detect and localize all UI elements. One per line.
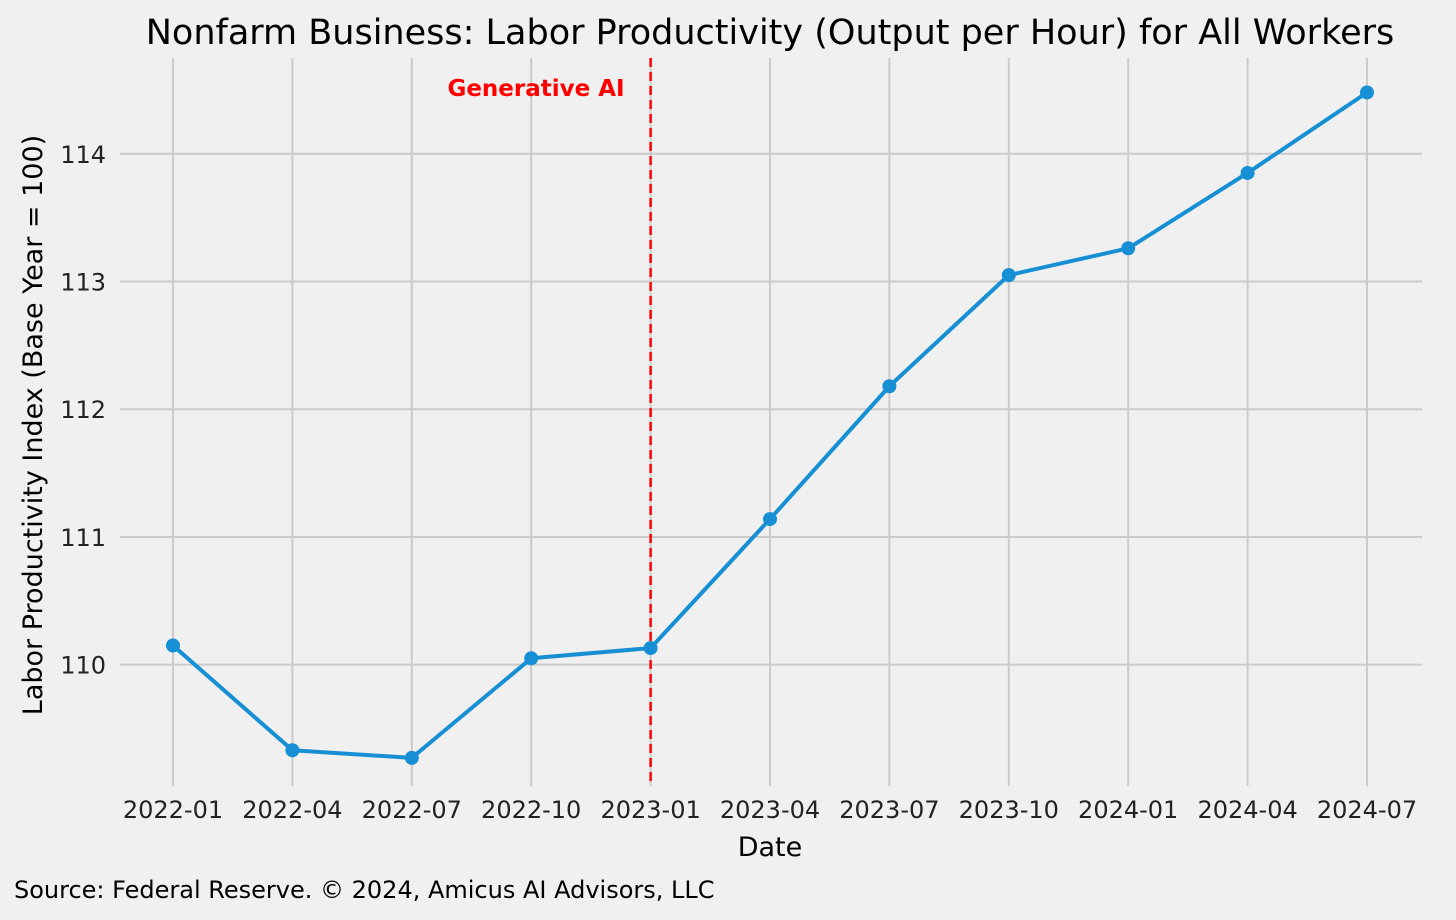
x-tick-label: 2022-10 (481, 796, 581, 824)
y-tick-label: 110 (60, 652, 106, 680)
data-point (285, 743, 300, 758)
data-point (763, 512, 777, 527)
y-tick-labels: 110 111 112 113 114 (60, 141, 106, 680)
data-point (166, 638, 180, 653)
x-tick-label: 2022-04 (242, 796, 342, 824)
x-tick-label: 2024-07 (1317, 796, 1417, 824)
data-point (1001, 268, 1016, 283)
chart-title: Nonfarm Business: Labor Productivity (Ou… (146, 13, 1395, 53)
x-axis-label: Date (738, 832, 803, 863)
x-tick-label: 2022-07 (362, 796, 462, 824)
y-tick-label: 114 (60, 141, 106, 169)
data-point (1121, 241, 1136, 256)
data-point (524, 651, 539, 666)
x-tick-label: 2023-10 (959, 796, 1059, 824)
y-tick-label: 113 (60, 269, 106, 297)
x-tick-labels: 2022-01 2022-04 2022-07 2022-10 2023-01 2023-… (123, 796, 1417, 824)
x-tick-label: 2022-01 (123, 796, 223, 824)
y-tick-label: 111 (60, 524, 106, 552)
y-tick-label: 112 (60, 396, 106, 424)
data-point (404, 750, 419, 765)
series-layer (166, 85, 1374, 765)
data-point (643, 641, 658, 656)
y-axis-label: Labor Productivity Index (Base Year = 10… (18, 135, 49, 715)
x-tick-label: 2023-04 (720, 796, 820, 824)
y-gridlines (120, 152, 1422, 666)
annotation-label: Generative AI (447, 76, 624, 102)
x-tick-label: 2023-01 (600, 796, 700, 824)
x-tick-label: 2024-01 (1078, 796, 1178, 824)
data-point (1360, 85, 1374, 100)
x-tick-label: 2024-04 (1197, 796, 1297, 824)
data-point (1240, 165, 1255, 180)
annotation-layer: Generative AI (447, 58, 652, 786)
data-point (882, 379, 897, 394)
x-tick-label: 2023-07 (839, 796, 939, 824)
source-note: Source: Federal Reserve. © 2024, Amicus … (14, 876, 715, 904)
